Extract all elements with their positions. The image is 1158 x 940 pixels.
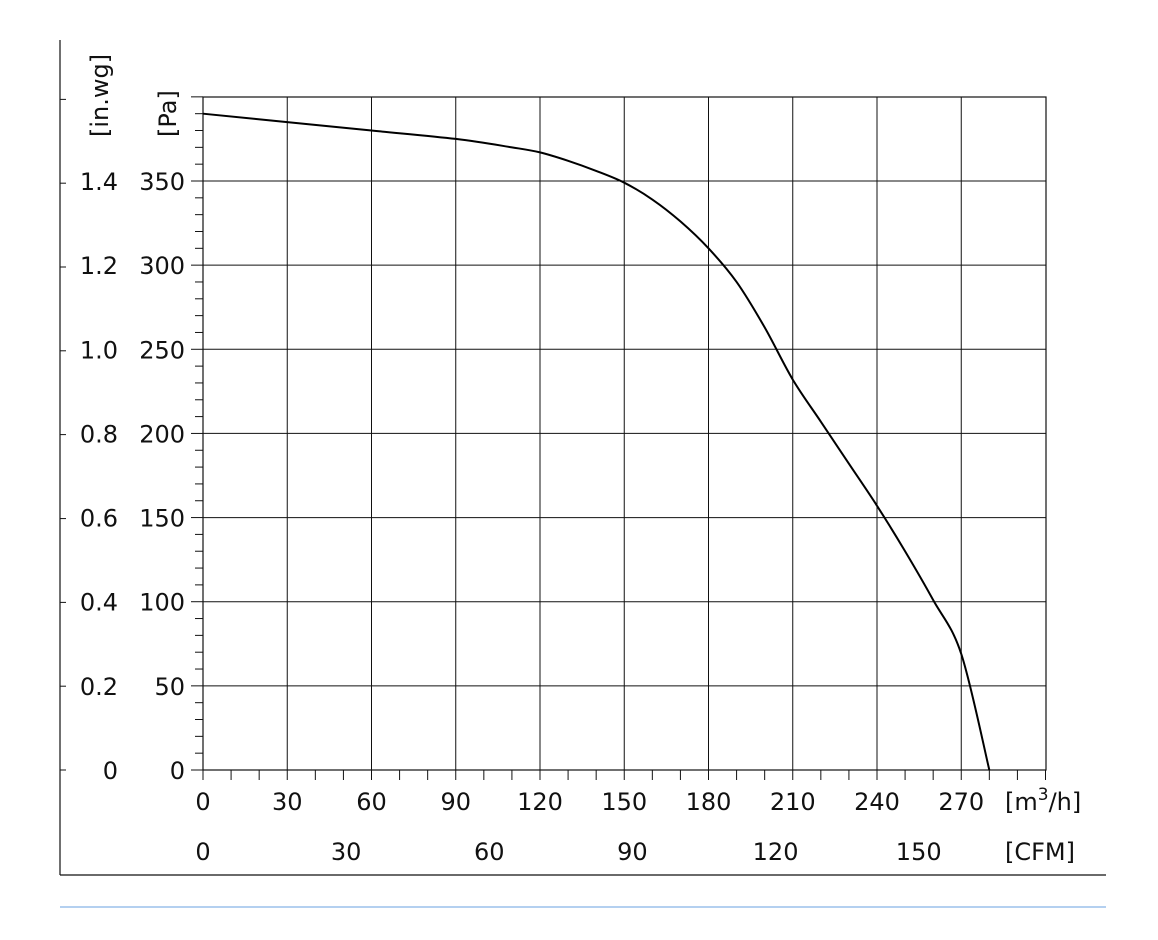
x-tick-label-m3h: 120 <box>517 788 563 816</box>
x-tick-label-m3h: 0 <box>195 788 210 816</box>
x-tick-label-cfm: 30 <box>331 838 362 866</box>
y-tick-label-pa: 300 <box>139 252 185 280</box>
x-tick-label-m3h: 210 <box>770 788 816 816</box>
x-tick-label-m3h: 180 <box>686 788 732 816</box>
chart-outer-frame <box>59 40 1106 908</box>
y-tick-label-pa: 100 <box>139 589 185 617</box>
series-group <box>202 112 991 771</box>
y-tick-label-pa: 250 <box>139 336 185 364</box>
y-tick-label-pa: 200 <box>139 420 185 448</box>
x-tick-label-cfm: 0 <box>195 838 210 866</box>
x-tick-label-m3h: 240 <box>854 788 900 816</box>
x-tick-label-m3h: 270 <box>938 788 984 816</box>
x-axis-title-superscript: 3 <box>1038 785 1049 805</box>
y-tick-label-pa: 0 <box>170 757 185 785</box>
minor-ticks <box>60 96 1046 780</box>
y-tick-label-pa: 50 <box>154 673 185 701</box>
y-tick-label-inwg: 0.8 <box>80 420 118 448</box>
y-tick-label-inwg: 0.6 <box>80 505 118 533</box>
x-tick-label-m3h: 150 <box>601 788 647 816</box>
x-tick-label-m3h: 30 <box>272 788 303 816</box>
y-axis-title-inwg: [in.wg] <box>86 54 114 137</box>
x-tick-label-cfm: 60 <box>474 838 505 866</box>
grid-lines <box>203 97 1046 770</box>
x-axis-title-tail: /h] <box>1049 788 1082 816</box>
x-tick-label-cfm: 120 <box>753 838 799 866</box>
y-tick-label-pa: 150 <box>139 505 185 533</box>
x-tick-label-m3h: 60 <box>356 788 387 816</box>
axis-titles: [m3/h] [CFM] [Pa] [in.wg] <box>86 54 1081 866</box>
x-axis-title-cfm: [CFM] <box>1005 838 1075 866</box>
x-axis-title-part: [m <box>1005 788 1038 816</box>
y-axis-title-pa: [Pa] <box>154 90 182 137</box>
x-axis-title-m3h: [m3/h] <box>1005 785 1081 816</box>
series-line-0 <box>202 112 991 771</box>
y-tick-label-pa: 350 <box>139 168 185 196</box>
y-tick-label-inwg: 1.0 <box>80 336 118 364</box>
x-tick-label-cfm: 90 <box>617 838 648 866</box>
y-tick-label-inwg: 0 <box>103 757 118 785</box>
y-tick-label-inwg: 0.4 <box>80 589 118 617</box>
y-tick-label-inwg: 0.2 <box>80 673 118 701</box>
y-tick-label-inwg: 1.4 <box>80 168 118 196</box>
x-tick-label-m3h: 90 <box>440 788 471 816</box>
x-tick-label-cfm: 150 <box>896 838 942 866</box>
y-tick-label-inwg: 1.2 <box>80 252 118 280</box>
